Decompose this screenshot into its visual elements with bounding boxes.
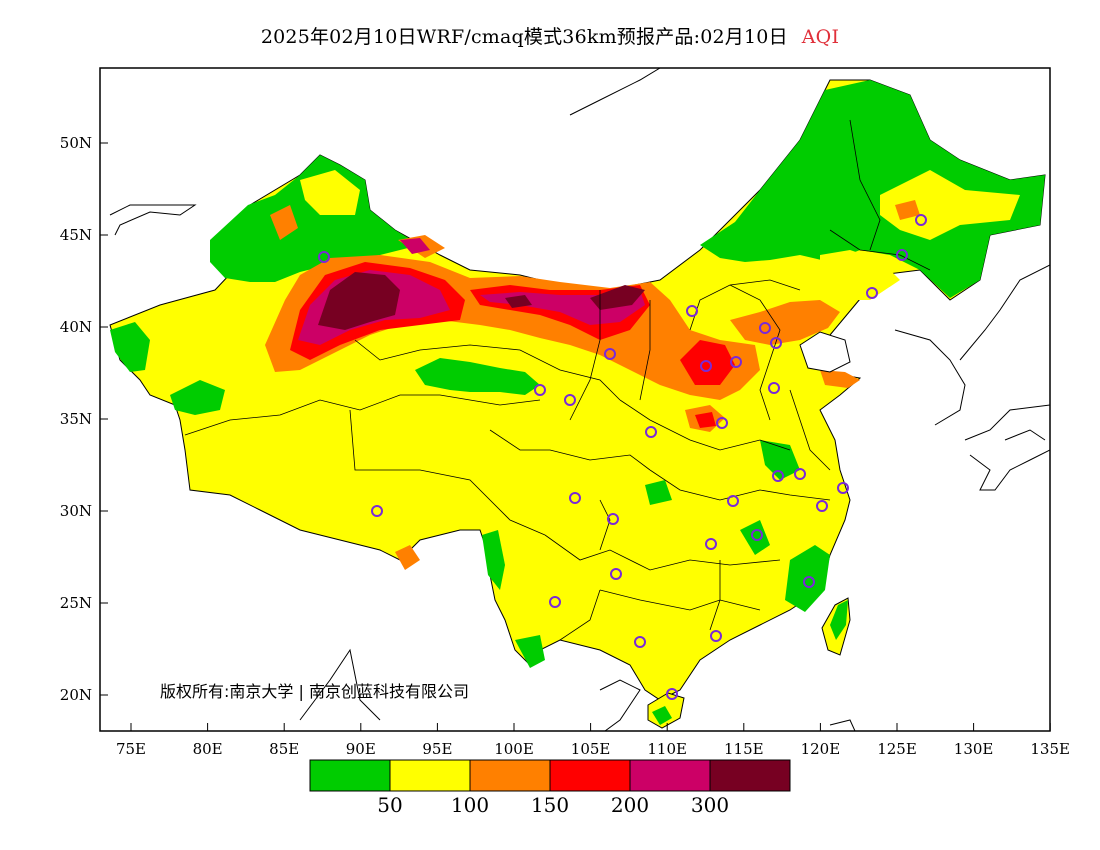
y-tick-label: 40N — [60, 318, 92, 336]
x-tick-label: 85E — [269, 740, 299, 758]
city-marker — [604, 348, 616, 360]
x-tick-label: 115E — [724, 740, 764, 758]
red-henan-spot — [695, 412, 716, 428]
green-zones — [110, 80, 1045, 668]
city-marker — [564, 394, 576, 406]
city-marker — [645, 426, 657, 438]
maroon-inner-mongolia-west — [505, 295, 532, 308]
city-marker — [716, 417, 728, 429]
x-axis-labels: 75E 80E 85E 90E 95E 100E 105E 110E 115E 120E 125E 1… — [116, 740, 1070, 758]
city-marker — [569, 492, 581, 504]
title-text: 2025年02月10日WRF/cmaq模式36km预报产品:02月10日 — [260, 26, 788, 48]
city-marker — [549, 596, 561, 608]
y-axis-ticks — [100, 142, 108, 696]
city-marker — [705, 538, 717, 550]
x-tick-label: 125E — [877, 740, 917, 758]
orange-hebei-bohai — [730, 300, 840, 345]
orange-shandong — [820, 370, 860, 388]
red-shanxi-hebei — [680, 340, 735, 385]
green-qinghai — [415, 358, 540, 395]
city-marker — [803, 576, 815, 588]
map-frame — [99, 67, 1051, 732]
green-xinjiang-north — [210, 155, 420, 282]
orange-tibet-south — [395, 545, 420, 570]
y-axis-labels: 50N 45N 40N 35N 30N 25N 20N — [60, 134, 92, 704]
city-markers — [318, 214, 927, 700]
orange-xinjiang-spot — [270, 205, 298, 240]
city-marker — [610, 568, 622, 580]
x-tick-label: 80E — [193, 740, 223, 758]
x-tick-label: 105E — [571, 740, 611, 758]
green-hubei-patch — [645, 480, 672, 505]
green-guangxi-south — [515, 635, 545, 668]
city-marker — [759, 322, 771, 334]
map-layers: 版权所有:南京大学 | 南京创蓝科技有限公司 — [109, 68, 1050, 731]
green-northeast — [700, 80, 1045, 298]
city-marker — [634, 636, 646, 648]
city-marker — [371, 505, 383, 517]
city-marker — [816, 500, 828, 512]
city-marker — [896, 249, 908, 261]
x-axis-ticks — [130, 723, 1051, 731]
city-marker — [915, 214, 927, 226]
city-marker — [727, 495, 739, 507]
city-marker — [607, 513, 619, 525]
y-tick-label: 30N — [60, 502, 92, 520]
green-fujian — [785, 545, 830, 612]
city-marker — [866, 287, 878, 299]
maroon-inner-mongolia-east — [590, 285, 645, 310]
city-marker — [534, 384, 546, 396]
maroon-zones — [318, 272, 645, 330]
x-tick-label: 90E — [346, 740, 376, 758]
city-marker — [837, 482, 849, 494]
yellow-patches — [300, 170, 1020, 300]
city-marker — [768, 382, 780, 394]
x-tick-label: 130E — [954, 740, 994, 758]
maroon-northwest — [318, 272, 400, 330]
city-marker — [772, 470, 784, 482]
city-marker — [794, 468, 806, 480]
y-tick-label: 50N — [60, 134, 92, 152]
city-marker — [730, 356, 742, 368]
province-borders — [184, 119, 931, 641]
hainan-green — [652, 706, 672, 725]
green-jiangxi — [740, 520, 770, 555]
city-marker — [318, 251, 330, 263]
city-marker — [770, 337, 782, 349]
y-tick-label: 35N — [60, 410, 92, 428]
city-marker — [751, 529, 763, 541]
x-tick-label: 110E — [647, 740, 687, 758]
bohai-sea — [799, 331, 851, 373]
title-variable: AQI — [801, 26, 840, 48]
magenta-xinjiang-spot — [400, 238, 430, 254]
y-tick-label: 25N — [60, 594, 92, 612]
neighbour-coastlines — [109, 68, 1050, 731]
x-tick-label: 100E — [494, 740, 534, 758]
taiwan-green — [830, 600, 848, 640]
city-marker — [710, 630, 722, 642]
x-tick-label: 95E — [422, 740, 452, 758]
map-title: 2025年02月10日WRF/cmaq模式36km预报产品:02月10日 AQI — [0, 22, 1100, 49]
city-marker — [666, 688, 678, 700]
credit-text: 版权所有:南京大学 | 南京创蓝科技有限公司 — [160, 682, 469, 701]
city-marker — [686, 305, 698, 317]
x-tick-label: 75E — [116, 740, 146, 758]
green-yunnan-west — [482, 530, 505, 590]
y-tick-label: 20N — [60, 686, 92, 704]
city-marker — [700, 360, 712, 372]
green-west-edge — [110, 322, 150, 372]
orange-ne-spot — [895, 200, 920, 220]
green-tarim-patch — [170, 380, 225, 415]
x-tick-label: 120E — [801, 740, 841, 758]
y-tick-label: 45N — [60, 226, 92, 244]
x-tick-label: 135E — [1030, 740, 1070, 758]
